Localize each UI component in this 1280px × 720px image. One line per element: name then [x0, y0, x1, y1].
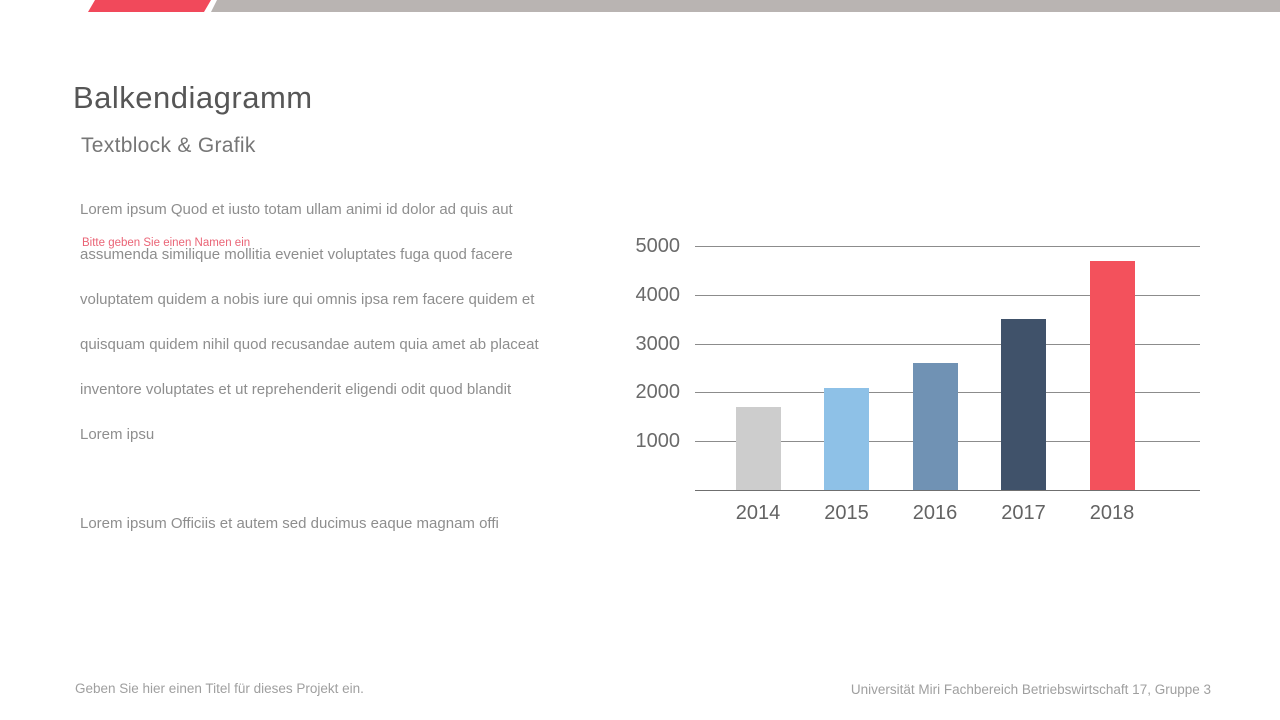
top-accent-bar [88, 0, 1280, 12]
bar-2017 [1001, 319, 1046, 490]
bar-2018 [1089, 260, 1135, 490]
y-tick-label: 2000 [635, 381, 681, 404]
x-tick-label: 2017 [1001, 502, 1046, 524]
y-tick-label: 4000 [635, 283, 681, 306]
y-tick-label: 1000 [635, 430, 681, 453]
accent-gray-shape [211, 0, 1280, 12]
gridline [695, 294, 1200, 296]
bar-2016 [912, 363, 958, 490]
x-tick-label: 2015 [824, 502, 869, 524]
bar-2015 [824, 387, 869, 490]
body-text-line: voluptatem quidem a nobis iure qui omnis… [80, 291, 535, 308]
bar-chart: 1000 2000 3000 4000 5000 2014 2015 2016 2017 2018 [636, 235, 1200, 524]
project-title-placeholder[interactable]: Geben Sie hier einen Titel für dieses Pr… [75, 681, 364, 696]
x-tick-label: 2016 [912, 502, 958, 524]
footer-credit: Universität Miri Fachbereich Betriebswir… [850, 682, 1211, 697]
y-tick-label: 3000 [635, 332, 681, 355]
page-subtitle: Textblock & Grafik [81, 134, 256, 157]
body-text-line: Lorem ipsum Quod et iusto totam ullam an… [80, 201, 513, 218]
body-text-line: inventore voluptates et ut reprehenderit… [80, 381, 512, 398]
x-axis-line [695, 490, 1200, 491]
body-text-line: Lorem ipsu [80, 426, 155, 443]
body-text-extra-line: Lorem ipsum Officiis et autem sed ducimu… [80, 515, 499, 532]
textblock: Lorem ipsum Quod et iusto totam ullam an… [80, 187, 560, 457]
gridline [695, 343, 1200, 345]
gridline [695, 246, 1200, 247]
name-placeholder-prompt[interactable]: Bitte geben Sie einen Namen ein [82, 237, 251, 249]
y-tick-label: 5000 [635, 235, 681, 257]
bar-2014 [735, 407, 781, 490]
x-tick-label: 2018 [1089, 502, 1135, 524]
body-text-line: quisquam quidem nihil quod recusandae au… [80, 336, 539, 353]
body-text-line: assumenda similique mollitia eveniet vol… [80, 246, 513, 263]
x-tick-label: 2014 [735, 502, 781, 524]
page-title: Balkendiagramm [73, 80, 313, 115]
plot-area: 1000 2000 3000 4000 5000 2014 2015 2016 2017 2018 [636, 235, 1200, 524]
accent-red-shape [88, 0, 211, 12]
